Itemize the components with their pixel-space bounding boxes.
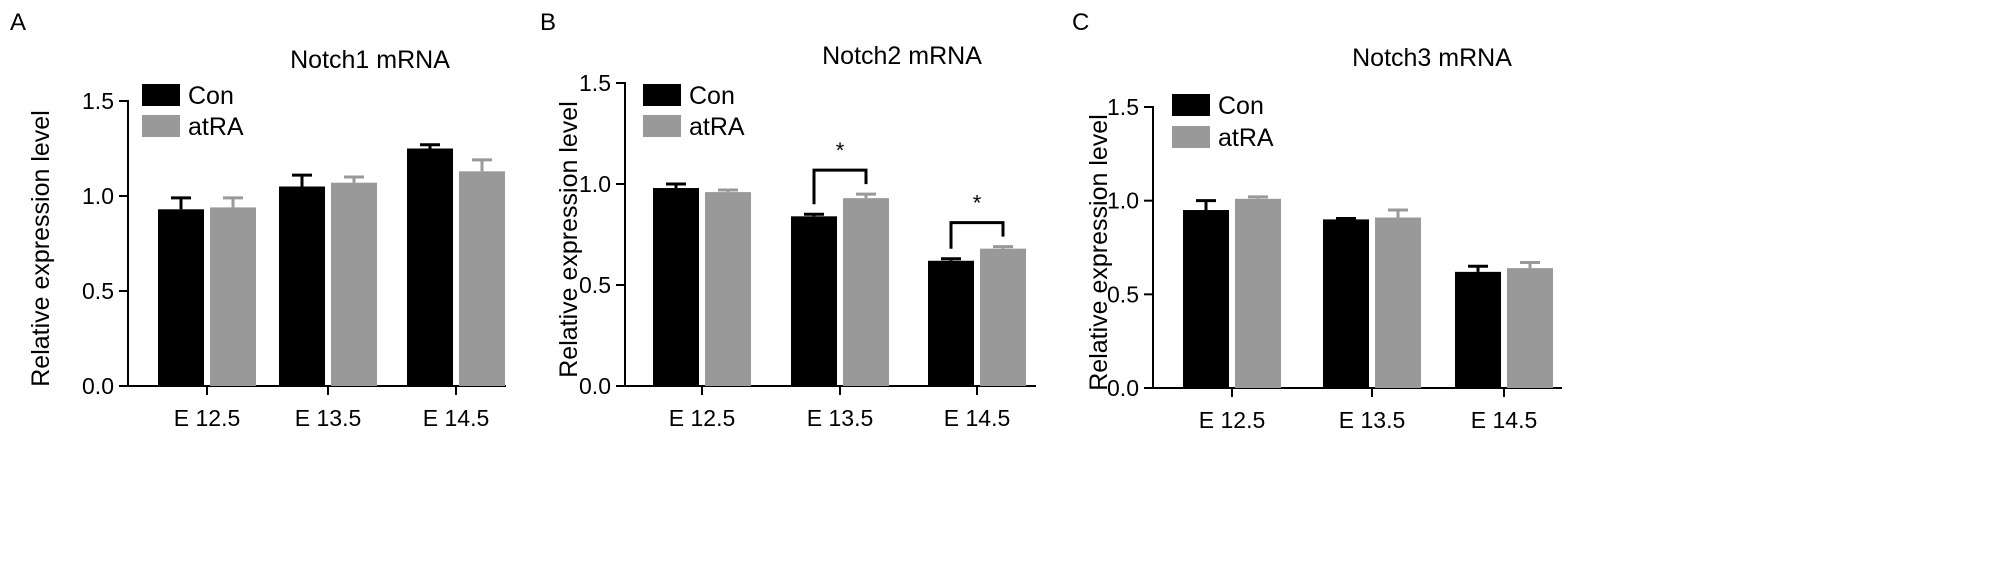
y-tick-label: 1.5 (82, 88, 114, 114)
significance-label: * (973, 191, 982, 216)
bar-con (653, 188, 699, 386)
legend-swatch-atra (142, 115, 180, 137)
legend-label-atra: atRA (1218, 124, 1274, 152)
panel-letter: A (10, 9, 26, 36)
x-tick-label: E 14.5 (423, 405, 490, 431)
chart-title: Notch3 mRNA (1352, 44, 1512, 72)
chart-title: Notch1 mRNA (290, 46, 450, 74)
y-tick-label: 0.0 (82, 373, 114, 399)
bar-con (1183, 210, 1229, 388)
bar-atra (1375, 217, 1421, 388)
y-tick-label: 1.0 (82, 183, 114, 209)
y-tick-label: 0.5 (579, 272, 611, 298)
panel-letter: B (540, 9, 556, 36)
x-tick-label: E 12.5 (174, 405, 241, 431)
significance-bracket (812, 168, 868, 205)
significance-label: * (836, 138, 845, 163)
x-tick-label: E 14.5 (1471, 407, 1538, 433)
bar-atra (210, 207, 256, 386)
significance-bracket (949, 221, 1005, 249)
y-tick-label: 1.5 (579, 70, 611, 96)
y-tick-label: 1.0 (1107, 188, 1139, 214)
x-tick-label: E 13.5 (807, 405, 874, 431)
y-tick-label: 0.5 (82, 278, 114, 304)
x-tick-label: E 12.5 (669, 405, 736, 431)
bar-atra (705, 192, 751, 386)
bar-con (158, 209, 204, 386)
y-tick-label: 1.0 (579, 171, 611, 197)
bar-atra (980, 248, 1026, 386)
x-tick-label: E 13.5 (295, 405, 362, 431)
y-tick-label: 0.0 (579, 373, 611, 399)
bar-con (1455, 271, 1501, 388)
bar-atra (459, 171, 505, 386)
bar-atra (331, 182, 377, 386)
x-tick-label: E 12.5 (1199, 407, 1266, 433)
legend-swatch-con (142, 84, 180, 106)
bar-con (791, 216, 837, 386)
y-axis-label: Relative expression level (1085, 114, 1113, 391)
panel-letter: C (1072, 9, 1089, 36)
y-tick-label: 1.5 (1107, 94, 1139, 120)
bar-con (279, 186, 325, 386)
bar-con (928, 260, 974, 386)
legend-label-atra: atRA (689, 113, 745, 141)
x-tick-label: E 13.5 (1339, 407, 1406, 433)
chart-panel-c: C Notch3 mRNA Relative expression level0.0… (1072, 9, 1562, 433)
chart-panel-a: A Notch1 mRNA Relative expression level 0.0… (10, 9, 506, 431)
bar-atra (1235, 198, 1281, 388)
chart-title: Notch2 mRNA (822, 42, 982, 70)
legend-label-con: Con (188, 82, 234, 110)
y-axis-label: Relative expression level (27, 110, 55, 387)
legend-label-con: Con (689, 82, 735, 110)
y-tick-label: 0.5 (1107, 281, 1139, 307)
legend-swatch-atra (643, 115, 681, 137)
legend-swatch-atra (1172, 126, 1210, 148)
bar-atra (1507, 268, 1553, 388)
legend-swatch-con (643, 84, 681, 106)
x-tick-label: E 14.5 (944, 405, 1011, 431)
y-axis-label: Relative expression level (555, 101, 583, 378)
chart-panel-b: B Notch2 mRNA Relative expression level0.0… (540, 9, 1036, 431)
y-tick-label: 0.0 (1107, 375, 1139, 401)
bar-atra (843, 198, 889, 386)
legend-swatch-con (1172, 94, 1210, 116)
bar-con (1323, 219, 1369, 388)
bar-con (407, 148, 453, 386)
legend-label-con: Con (1218, 92, 1264, 120)
legend-label-atra: atRA (188, 113, 244, 141)
